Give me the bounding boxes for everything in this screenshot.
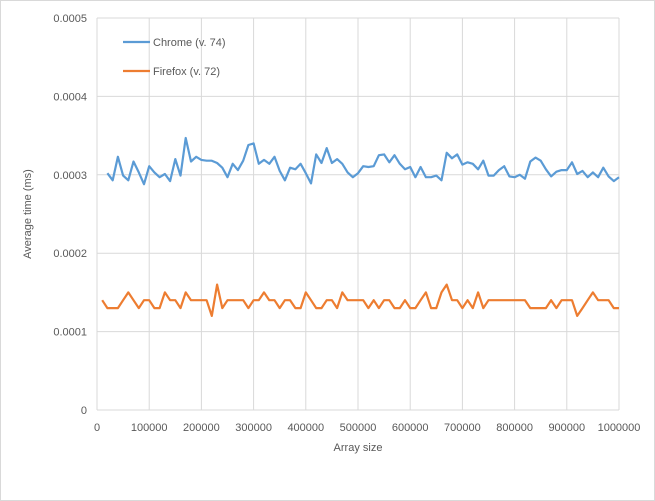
x-axis-title: Array size [334, 442, 383, 454]
y-tick-label: 0.0003 [53, 170, 87, 182]
x-tick-labels: 0 100000 200000 300000 400000 500000 600000 700… [94, 422, 640, 434]
x-tick-label: 700000 [444, 422, 481, 434]
x-tick-label: 1000000 [598, 422, 641, 434]
y-tick-label: 0.0002 [53, 248, 87, 260]
series-line-0 [106, 136, 620, 186]
x-tick-label: 500000 [340, 422, 377, 434]
x-tick-label: 400000 [287, 422, 324, 434]
x-tick-label: 900000 [548, 422, 585, 434]
x-tick-label: 200000 [183, 422, 220, 434]
x-tick-label: 600000 [392, 422, 429, 434]
x-tick-label: 100000 [131, 422, 168, 434]
legend-label: Firefox (v. 72) [153, 66, 220, 78]
y-tick-label: 0.0004 [53, 91, 87, 103]
x-tick-label: 300000 [235, 422, 272, 434]
y-axis-title: Average time (ms) [22, 169, 34, 259]
series-lines [101, 136, 620, 317]
series-line-1 [101, 283, 619, 317]
y-tick-label: 0.0005 [53, 13, 87, 25]
x-tick-label: 800000 [496, 422, 533, 434]
gridlines [96, 17, 620, 411]
y-tick-label: 0 [81, 405, 87, 417]
x-tick-label: 0 [94, 422, 100, 434]
legend-label: Chrome (v. 74) [153, 37, 226, 49]
legend: Chrome (v. 74) Firefox (v. 72) [123, 37, 226, 78]
y-tick-label: 0.0001 [53, 327, 87, 339]
y-tick-labels: 0 0.0001 0.0002 0.0003 0.0004 0.0005 [53, 13, 87, 417]
